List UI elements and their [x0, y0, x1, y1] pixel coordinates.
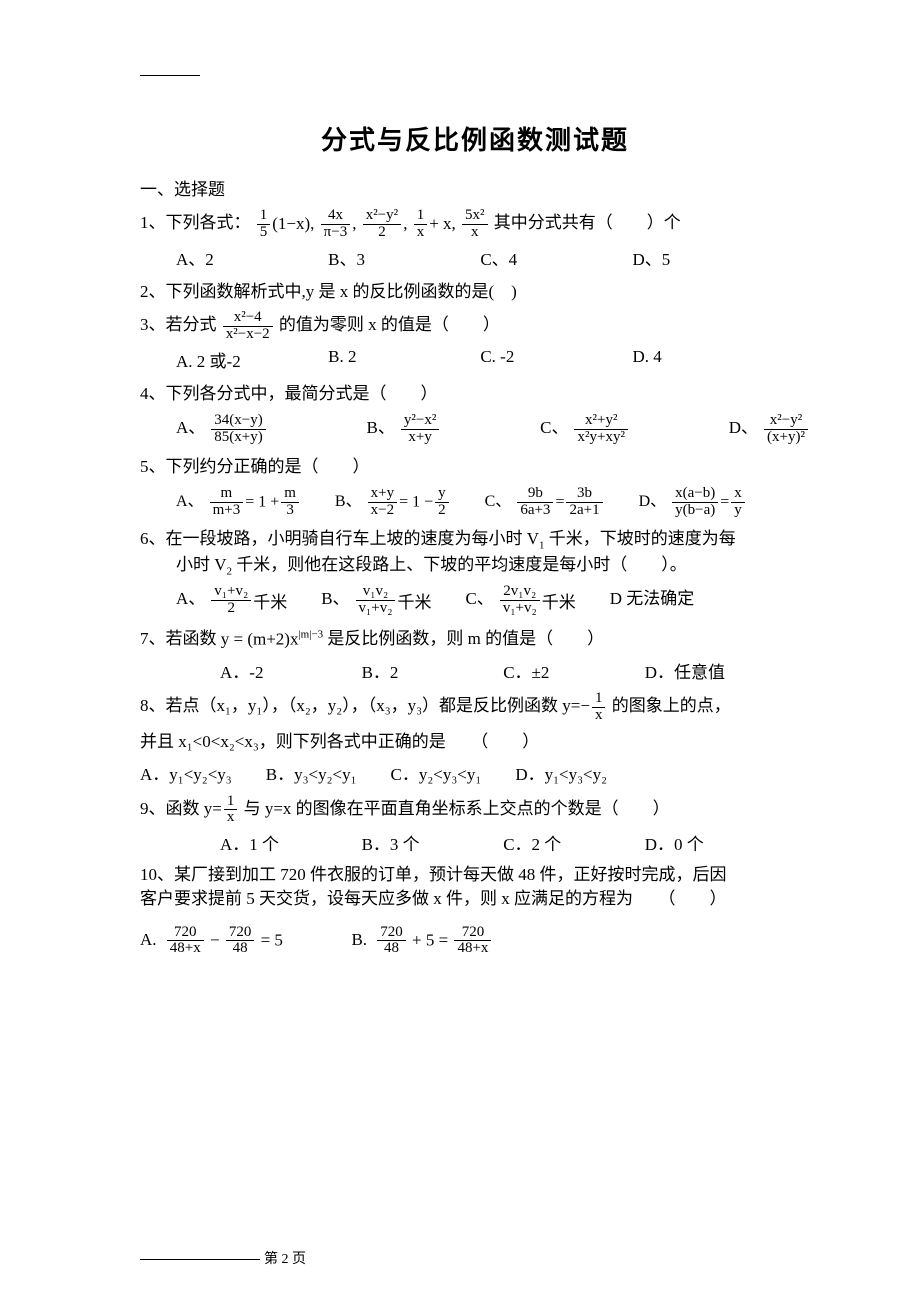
- q6-opts: A、v₁+v₂2千米 B、v₁v₂v₁+v₂千米 C、2v₁v₂v₁+v₂千米 …: [140, 584, 810, 617]
- q3-c: C. -2: [480, 347, 632, 372]
- q5-a: A、mm+3= 1 +m3: [176, 486, 301, 519]
- q1-b: B、3: [328, 245, 480, 270]
- q3-opts: A. 2 或-2 B. 2 C. -2 D. 4: [140, 347, 810, 372]
- q6-c: C、2v₁v₂v₁+v₂千米: [465, 584, 575, 617]
- q10-opts: A. 72048+x − 72048 = 5 B. 72048 + 5 = 72…: [140, 925, 810, 958]
- q8: 8、若点（x₁，y₁），（x₂，y₂），（x₃，y₃）都是反比例函数 y=−1x…: [140, 691, 810, 724]
- q3-b: B. 2: [328, 347, 480, 372]
- q9-a: A．1 个: [220, 830, 362, 855]
- q5: 5、下列约分正确的是（ ）: [140, 453, 810, 482]
- q9-c: C．2 个: [503, 830, 645, 855]
- q5-opts: A、mm+3= 1 +m3 B、x+yx−2= 1 −y2 C、9b6a+3=3…: [140, 486, 810, 519]
- q10: 10、某厂接到加工 720 件衣服的订单，预计每天做 48 件，正好按时完成，后…: [140, 863, 810, 911]
- q8-line2: 并且 x₁<0<x₂<x₃，则下列各式中正确的是 （ ）: [140, 728, 810, 757]
- q1-stem-post: 其中分式共有（ ）个: [494, 213, 681, 232]
- q9-d: D．0 个: [645, 830, 787, 855]
- q1-stem-pre: 1、下列各式：: [140, 213, 251, 232]
- q1-a: A、2: [176, 245, 328, 270]
- page-footer: 第 2 页: [140, 1248, 306, 1268]
- q8-opts: A．y₁<y₂<y₃ B．y₃<y₂<y₁ C．y₂<y₃<y₁ D．y₁<y₃…: [140, 761, 810, 790]
- q9: 9、函数 y=1x 与 y=x 的图像在平面直角坐标系上交点的个数是（ ）: [140, 794, 810, 827]
- q6-a: A、v₁+v₂2千米: [176, 584, 287, 617]
- q7-c: C．±2: [503, 658, 645, 683]
- q1-frac3: x²−y²2: [363, 208, 401, 241]
- section-head: 一、选择题: [140, 175, 810, 200]
- q7: 7、若函数 y = (m+2)x|m|−3 是反比例函数，则 m 的值是（ ）: [140, 625, 810, 655]
- q9-b: B．3 个: [362, 830, 504, 855]
- q4-a: A、34(x−y)85(x+y): [176, 413, 268, 446]
- q4-d: D、x²−y²(x+y)²: [729, 413, 810, 446]
- q3-stem-pre: 3、若分式: [140, 316, 217, 335]
- page: 分式与反比例函数测试题 一、选择题 1、下列各式： 15(1−x), 4xπ−3…: [0, 0, 920, 1302]
- q6-b: B、v₁v₂v₁+v₂千米: [321, 584, 431, 617]
- q8-b: B．y₃<y₂<y₁: [266, 761, 357, 790]
- q4-opts: A、34(x−y)85(x+y) B、y²−x²x+y C、x²+y²x²y+x…: [140, 413, 810, 446]
- q6-d: D 无法确定: [610, 584, 695, 617]
- q8-d: D．y₁<y₃<y₂: [515, 761, 607, 790]
- q1-c: C、4: [480, 245, 632, 270]
- q6: 6、在一段坡路，小明骑自行车上坡的速度为每小时 V1 千米，下坡时的速度为每 小…: [140, 527, 810, 581]
- q4: 4、下列各分式中，最简分式是（ ）: [140, 380, 810, 409]
- q4-c: C、x²+y²x²y+xy²: [540, 413, 630, 446]
- q3-stem-post: 的值为零则 x 的值是（ ）: [279, 316, 500, 335]
- top-rule: [140, 75, 200, 76]
- q9-opts: A．1 个 B．3 个 C．2 个 D．0 个: [140, 830, 810, 855]
- page-number: 第 2 页: [264, 1252, 306, 1267]
- q3: 3、若分式 x²−4x²−x−2 的值为零则 x 的值是（ ）: [140, 310, 810, 343]
- q1-frac5: 5x²x: [462, 208, 488, 241]
- q1-d: D、5: [632, 245, 784, 270]
- q2: 2、下列函数解析式中,y 是 x 的反比例函数的是( ): [140, 278, 810, 307]
- q1-opts: A、2 B、3 C、4 D、5: [140, 245, 810, 270]
- q8-a: A．y₁<y₂<y₃: [140, 761, 232, 790]
- q7-d: D．任意值: [645, 658, 787, 683]
- q8-frac: 1x: [592, 691, 606, 724]
- q1-frac1: 15: [257, 208, 271, 241]
- footer-rule: [140, 1259, 260, 1260]
- q1: 1、下列各式： 15(1−x), 4xπ−3, x²−y²2, 1x+ x, 5…: [140, 208, 810, 241]
- q7-opts: A．-2 B．2 C．±2 D．任意值: [140, 658, 810, 683]
- q5-c: C、9b6a+3=3b2a+1: [485, 486, 605, 519]
- page-title: 分式与反比例函数测试题: [140, 120, 810, 157]
- q5-d: D、x(a−b)y(b−a)=xy: [639, 486, 747, 519]
- q3-a: A. 2 或-2: [176, 347, 328, 372]
- q3-frac: x²−4x²−x−2: [223, 310, 273, 343]
- q3-d: D. 4: [632, 347, 784, 372]
- q5-b: B、x+yx−2= 1 −y2: [335, 486, 451, 519]
- q9-frac: 1x: [224, 794, 238, 827]
- q1-frac2: 4xπ−3: [321, 208, 351, 241]
- q7-b: B．2: [362, 658, 504, 683]
- q10-a: A. 72048+x − 72048 = 5: [140, 930, 287, 949]
- q7-a: A．-2: [220, 658, 362, 683]
- q1-frac4: 1x: [414, 208, 428, 241]
- q4-b: B、y²−x²x+y: [367, 413, 442, 446]
- q10-b: B. 72048 + 5 = 72048+x: [351, 930, 493, 949]
- q8-c: C．y₂<y₃<y₁: [391, 761, 482, 790]
